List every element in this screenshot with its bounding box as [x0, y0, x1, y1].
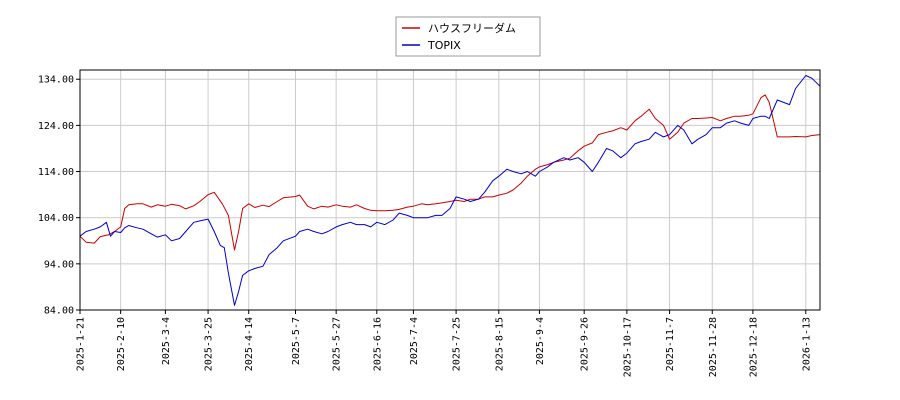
x-tick-label: 2025-4-14	[244, 317, 255, 371]
x-tick-label: 2025-5-27	[332, 317, 343, 371]
y-tick-label: 124.00	[38, 121, 74, 132]
x-tick-label: 2025-3-25	[204, 317, 215, 371]
x-tick-label: 2025-1-21	[76, 317, 87, 371]
legend-label-topix: TOPIX	[427, 39, 461, 52]
series-lines	[79, 75, 821, 306]
legend: ハウスフリーダム TOPIX	[395, 16, 541, 57]
plot-frame	[79, 69, 821, 311]
x-tick-label: 2025-11-7	[665, 317, 676, 371]
y-tick-label: 84.00	[44, 306, 74, 317]
y-tick-label: 134.00	[38, 75, 74, 86]
x-tick-label: 2025-9-4	[535, 317, 546, 365]
x-tick-label: 2025-11-28	[708, 317, 719, 377]
x-tick-label: 2025-7-4	[409, 317, 420, 365]
x-tick-label: 2025-6-16	[372, 317, 383, 371]
series-line-topix	[79, 75, 821, 306]
y-tick-label: 104.00	[38, 213, 74, 224]
grid-lines	[79, 70, 820, 311]
x-tick-label: 2025-8-15	[494, 317, 505, 371]
x-tick-label: 2025-2-10	[116, 317, 127, 371]
x-tick-label: 2025-10-17	[622, 317, 633, 377]
x-axis: 2025-1-21 2025-2-10 2025-3-4 2025-3-25 2025-…	[76, 310, 812, 377]
legend-label-house-freedom: ハウスフリーダム	[428, 21, 516, 35]
plot-area	[80, 70, 820, 310]
y-axis: 84.00 94.00 104.00 114.00 124.00 134.00	[38, 75, 80, 317]
y-tick-label: 114.00	[38, 167, 74, 178]
legend-box	[395, 16, 541, 57]
x-tick-label: 2026-1-13	[801, 317, 812, 371]
y-tick-label: 94.00	[44, 259, 74, 270]
series-line-house-freedom	[79, 94, 821, 251]
x-tick-label: 2025-12-18	[748, 317, 759, 377]
x-tick-label: 2025-9-26	[580, 317, 591, 371]
x-tick-label: 2025-7-25	[452, 317, 463, 371]
x-tick-label: 2025-3-4	[161, 317, 172, 365]
x-tick-label: 2025-5-7	[291, 317, 302, 365]
